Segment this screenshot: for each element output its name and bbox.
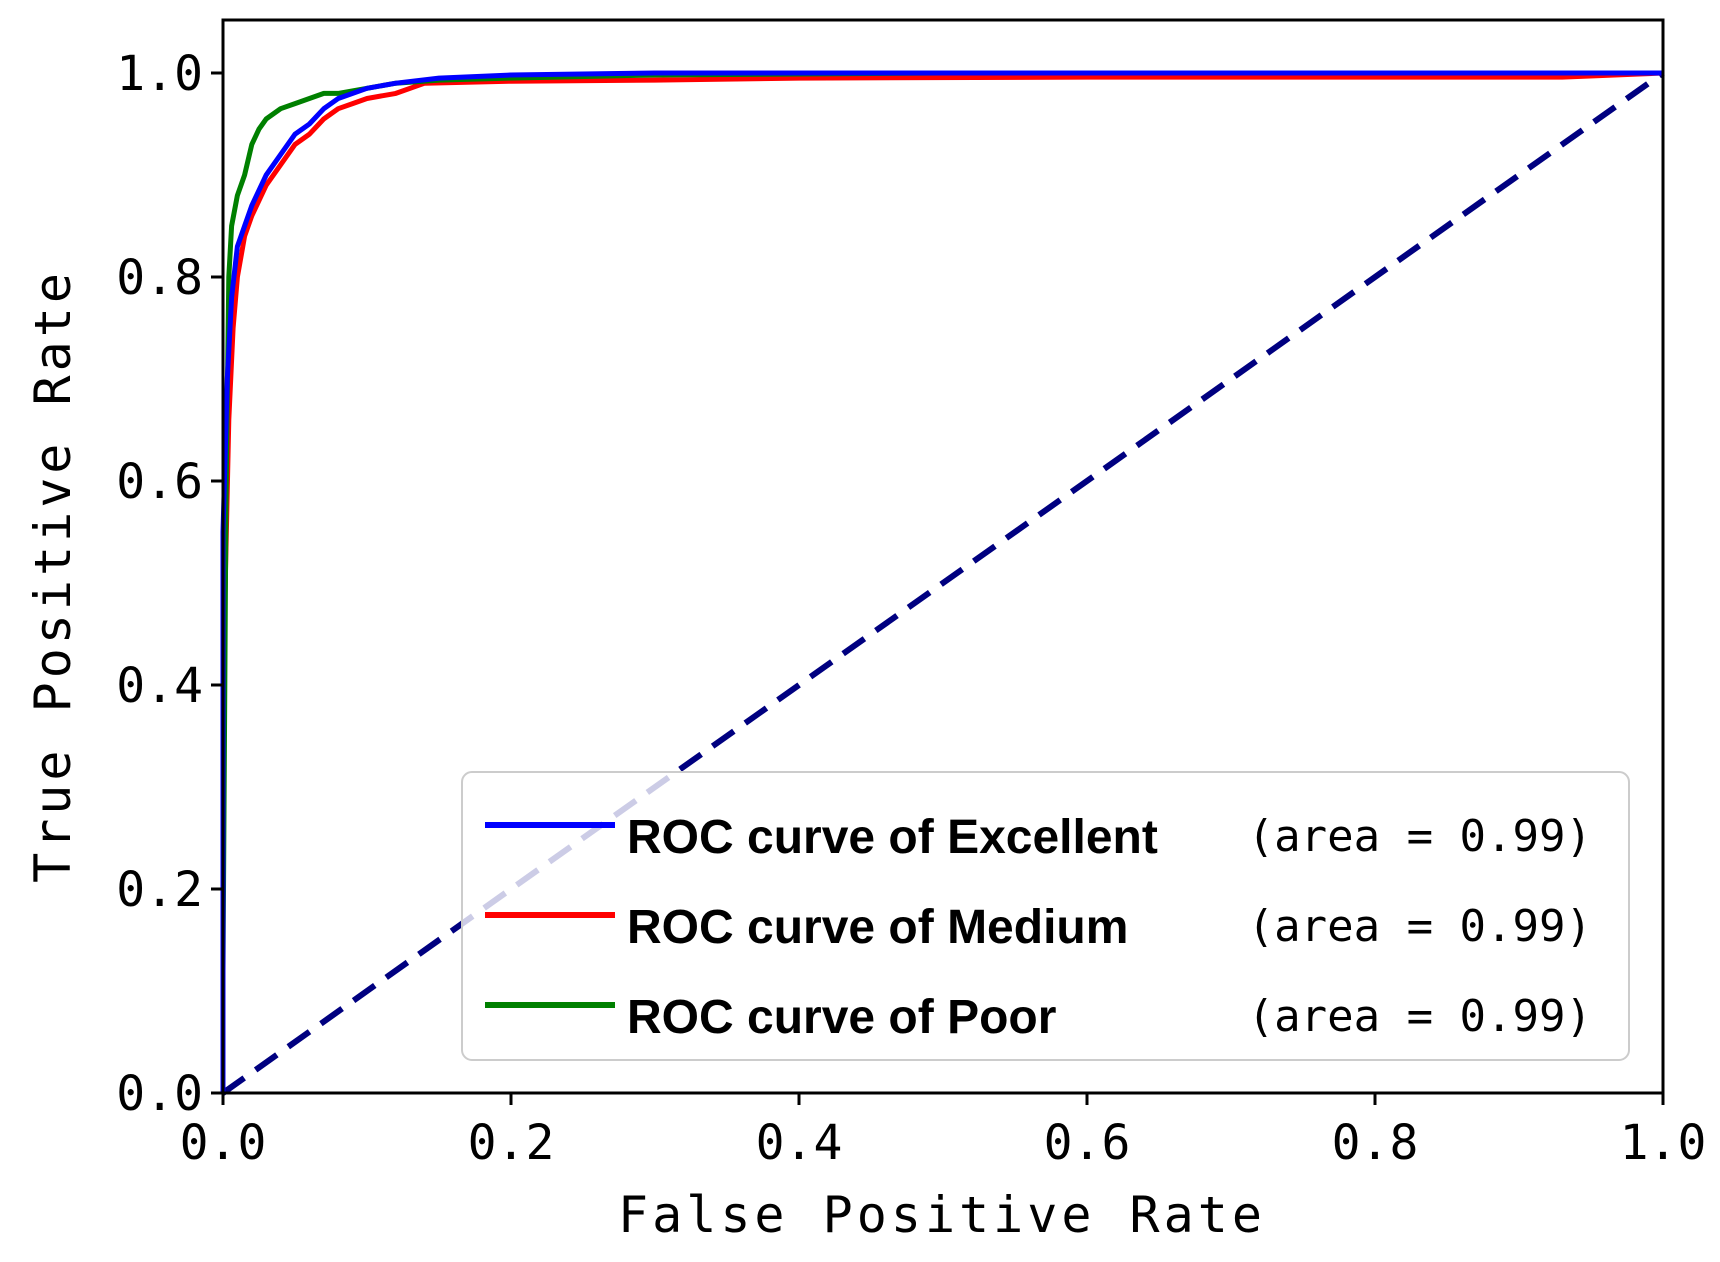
- y-axis-label: True Positive Rate: [24, 269, 82, 883]
- legend-entry-label: ROC curve of Poor: [627, 991, 1056, 1044]
- y-tick-label: 0.2: [116, 862, 203, 918]
- x-tick-label: 0.8: [1332, 1115, 1419, 1171]
- axis-labels: False Positive Rate True Positive Rate: [24, 269, 1266, 1244]
- x-tick-label: 1.0: [1620, 1115, 1707, 1171]
- x-tick-label: 0.4: [756, 1115, 843, 1171]
- x-axis-label: False Positive Rate: [618, 1186, 1266, 1244]
- legend-entry-label: ROC curve of Medium: [627, 901, 1128, 954]
- y-tick-label: 0.4: [116, 658, 203, 714]
- legend-area-label: (area = 0.99): [1248, 901, 1592, 952]
- legend-entry-label: ROC curve of Excellent: [627, 811, 1158, 864]
- x-tick-label: 0.2: [468, 1115, 555, 1171]
- y-tick-label: 0.6: [116, 454, 203, 510]
- y-tick-label: 1.0: [116, 46, 203, 102]
- legend-area-label: (area = 0.99): [1248, 811, 1592, 862]
- x-tick-label: 0.6: [1044, 1115, 1131, 1171]
- series-line-0: [220, 70, 1663, 1093]
- series-line-2: [220, 70, 1663, 1093]
- legend-box: [461, 771, 1630, 1061]
- legend: ROC curve of Excellent (area = 0.99) ROC c…: [461, 771, 1630, 1061]
- legend-area-label: (area = 0.99): [1248, 991, 1592, 1042]
- y-tick-label: 0.8: [116, 250, 203, 306]
- plot-frame: [221, 18, 1665, 1095]
- y-tick-label: 0.0: [116, 1066, 203, 1122]
- x-tick-label: 0.0: [180, 1115, 267, 1171]
- series-line-1: [220, 70, 1664, 1093]
